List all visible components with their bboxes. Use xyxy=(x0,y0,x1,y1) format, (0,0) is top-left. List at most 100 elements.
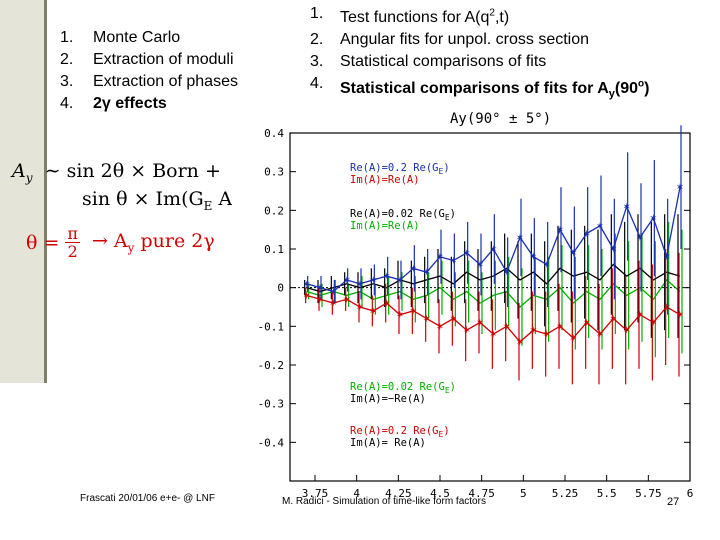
x-tick-label: 3.75 xyxy=(302,487,329,500)
marker-blue: ✶ xyxy=(316,283,324,294)
legend-line-1: Re(A)=0.2 Re(GE) xyxy=(350,425,450,439)
left-list-item: 1. Monte Carlo xyxy=(60,27,238,49)
footer-left: Frascati 20/01/06 e+e- @ LNF xyxy=(80,493,215,504)
chart-area: Ay(90° ± 5°) 0.4 0.3 0.2 0.1 0 -0.1 -0.2 -0.3 -0.… xyxy=(232,107,698,517)
list-number: 1. xyxy=(60,29,74,46)
list-text: Extraction of moduli xyxy=(93,51,234,68)
marker-blue: ✶ xyxy=(569,248,577,259)
marker-blue: ✶ xyxy=(636,233,644,244)
marker-red: ✶ xyxy=(476,318,484,329)
marker-blue: ✶ xyxy=(502,268,510,279)
list-text: Monte Carlo xyxy=(93,29,181,46)
marker-blue: ✶ xyxy=(409,264,417,275)
list-text: Extraction of phases xyxy=(93,73,238,90)
x-tick-label: 5.5 xyxy=(597,487,617,500)
series-line-green xyxy=(306,278,681,308)
x-tick-label: 5.25 xyxy=(552,487,579,500)
list-number: 2. xyxy=(60,51,74,68)
marker-red: ✶ xyxy=(622,326,630,337)
marker-blue: ✶ xyxy=(516,233,524,244)
marker-red: ✶ xyxy=(449,314,457,325)
x-tick-label: 4 xyxy=(353,487,360,500)
y-tick-label: -0.4 xyxy=(258,436,285,449)
marker-red: ✶ xyxy=(636,310,644,321)
marker-blue: ✶ xyxy=(596,221,604,232)
list-number: 3. xyxy=(310,53,324,71)
marker-red: ✶ xyxy=(516,337,524,348)
list-number: 1. xyxy=(310,5,324,22)
marker-blue: ✶ xyxy=(329,287,337,298)
plot-frame xyxy=(289,132,691,482)
footer-center: M. Radici - Simulation of time-like form… xyxy=(282,496,486,507)
y-tick-label: -0.2 xyxy=(258,359,285,372)
marker-red: ✶ xyxy=(316,295,324,306)
marker-blue: ✶ xyxy=(676,183,684,194)
marker-blue: ✶ xyxy=(622,202,630,213)
series-line-black xyxy=(306,263,681,293)
series-line-blue xyxy=(306,187,681,293)
marker-blue: ✶ xyxy=(542,260,550,271)
marker-blue: ✶ xyxy=(556,225,564,236)
right-list-item: 3. Statistical comparisons of fits xyxy=(310,51,649,73)
marker-red: ✶ xyxy=(382,299,390,310)
marker-blue: ✶ xyxy=(449,256,457,267)
right-list-item: 2. Angular fits for unpol. cross section xyxy=(310,29,649,51)
list-number: 3. xyxy=(60,73,74,90)
legend-line-2: Im(A)=Re(A) xyxy=(350,174,420,186)
list-text: Test functions for A(q2,t) xyxy=(340,8,510,27)
marker-red: ✶ xyxy=(529,326,537,337)
list-number: 2. xyxy=(310,31,324,49)
marker-red: ✶ xyxy=(502,322,510,333)
list-text: Angular fits for unpol. cross section xyxy=(340,31,590,49)
marker-red: ✶ xyxy=(422,314,430,325)
formula-line-2: sin θ × Im(GE A*) xyxy=(82,188,250,213)
legend-line-1: Re(A)=0.2 Re(GE) xyxy=(350,162,450,176)
chart-title: Ay(90° ± 5°) xyxy=(450,111,551,127)
y-tick-label: -0.1 xyxy=(258,320,285,333)
marker-blue: ✶ xyxy=(369,275,377,286)
list-text: 2γ effects xyxy=(93,95,167,112)
left-list-item: 4. 2γ effects xyxy=(60,93,238,115)
list-text: Statistical comparisons of fits xyxy=(340,53,547,71)
x-tick-label: 6 xyxy=(687,487,694,500)
legend-line-2: Im(A)=Re(A) xyxy=(350,220,420,232)
legend-line-1: Re(A)=0.02 Re(GE) xyxy=(350,208,456,222)
y-tick-label: 0.2 xyxy=(264,204,284,217)
marker-red: ✶ xyxy=(596,330,604,341)
x-tick-label: 5.75 xyxy=(635,487,662,500)
marker-red: ✶ xyxy=(302,291,310,302)
marker-blue: ✶ xyxy=(662,252,670,263)
marker-blue: ✶ xyxy=(356,279,364,290)
right-list-item: 4. Statistical comparisons of fits for Ay… xyxy=(310,73,649,105)
marker-blue: ✶ xyxy=(609,245,617,256)
y-tick-label: 0.4 xyxy=(264,127,284,140)
legend-line-1: Re(A)=0.02 Re(GE) xyxy=(350,381,456,395)
formula-line-1: Ay ∼ sin 2θ × Born + xyxy=(12,160,221,185)
marker-blue: ✶ xyxy=(436,252,444,263)
marker-red: ✶ xyxy=(609,314,617,325)
list-number: 4. xyxy=(310,75,324,93)
y-tick-label: -0.3 xyxy=(258,398,285,411)
left-outline-list: 1. Monte Carlo 2. Extraction of moduli 3. Ext… xyxy=(60,27,238,115)
list-number: 4. xyxy=(60,95,74,112)
marker-red: ✶ xyxy=(329,299,337,310)
sidebar-decoration xyxy=(0,0,47,383)
marker-blue: ✶ xyxy=(582,229,590,240)
marker-red: ✶ xyxy=(556,322,564,333)
x-tick-label: 5 xyxy=(520,487,527,500)
marker-red: ✶ xyxy=(369,306,377,317)
marker-blue: ✶ xyxy=(649,214,657,225)
x-tick-label: 4.5 xyxy=(430,487,450,500)
marker-blue: ✶ xyxy=(476,260,484,271)
marker-red: ✶ xyxy=(356,303,364,314)
y-tick-label: 0.1 xyxy=(264,243,284,256)
marker-blue: ✶ xyxy=(489,245,497,256)
marker-blue: ✶ xyxy=(529,252,537,263)
marker-red: ✶ xyxy=(676,310,684,321)
marker-red: ✶ xyxy=(489,330,497,341)
legend-line-2: Im(A)=−Re(A) xyxy=(350,393,426,405)
marker-blue: ✶ xyxy=(422,268,430,279)
marker-red: ✶ xyxy=(342,295,350,306)
x-tick-label: 4.75 xyxy=(468,487,495,500)
marker-blue: ✶ xyxy=(302,279,310,290)
